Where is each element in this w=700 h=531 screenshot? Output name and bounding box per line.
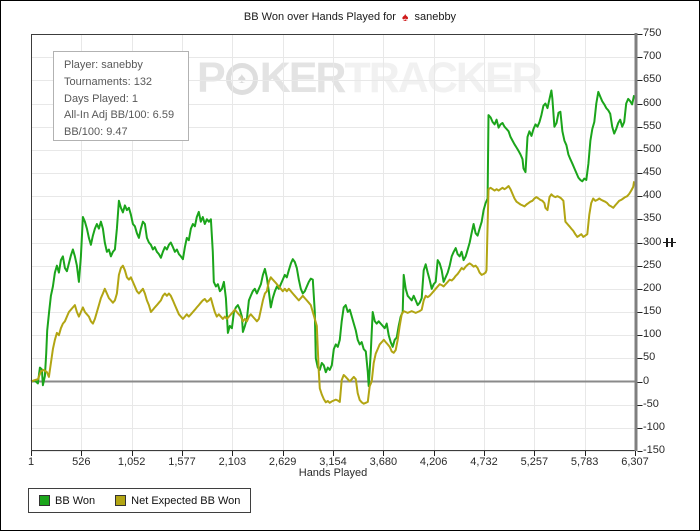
- watermark-text-ker: KER: [259, 54, 347, 102]
- info-line-allin-adj-bb100: All-In Adj BB/100: 6.59: [64, 109, 175, 122]
- info-line-tournaments: Tournaments: 132: [64, 75, 153, 88]
- poker-chip-spade-icon: ♠: [237, 70, 246, 87]
- info-line-bb100: BB/100: 9.47: [64, 126, 128, 139]
- series-line-bb-won: [30, 89, 636, 388]
- poker-chip-icon: ♠: [225, 62, 258, 95]
- net-expected-bb-won-label: Net Expected BB Won: [131, 494, 241, 507]
- site-spade-icon: ♠: [402, 10, 409, 24]
- net-expected-bb-won-swatch: [115, 495, 127, 506]
- poker-chip-inner: ♠: [230, 67, 253, 90]
- legend-item-bb-won: BB Won: [39, 495, 95, 507]
- bb-won-label: BB Won: [55, 494, 96, 507]
- grip-bar: [666, 238, 668, 247]
- x-axis-title: Hands Played: [298, 467, 368, 479]
- series-line-net-expected-bb-won: [30, 181, 636, 405]
- grip-bar: [671, 238, 673, 247]
- chart-title-player: sanebby: [414, 11, 457, 23]
- watermark-text-p: P: [197, 54, 226, 102]
- pokertracker-watermark: P ♠ KER TRACKER: [197, 54, 543, 102]
- info-line-player: Player: sanebby: [64, 59, 143, 71]
- chart-legend: BB Won Net Expected BB Won: [28, 488, 252, 513]
- bb-won-swatch: [39, 495, 50, 506]
- chart-title: BB Won over Hands Played for ♠ sanebby: [1, 9, 699, 24]
- watermark-text-tracker: TRACKER: [344, 54, 542, 102]
- player-info-box: Player: sanebby Tournaments: 132 Days Pl…: [53, 51, 189, 141]
- legend-item-net-expected-bb-won: Net Expected BB Won: [115, 495, 240, 507]
- chart-title-prefix: BB Won over Hands Played for: [243, 11, 396, 23]
- splitter-grip-icon[interactable]: [663, 238, 676, 247]
- info-line-days-played: Days Played: 1: [64, 92, 138, 105]
